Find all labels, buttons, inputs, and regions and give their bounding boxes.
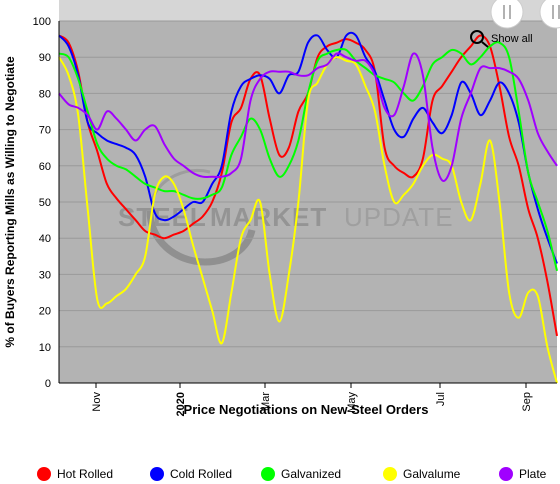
- magnifier-icon: [470, 30, 489, 48]
- show-all-label: Show all: [491, 33, 533, 45]
- y-tick-label-40: 40: [39, 233, 51, 245]
- x-tick-label-mar: Mar: [260, 392, 272, 411]
- watermark-text-update: UPDATE: [344, 202, 454, 232]
- legend-marker-galvanized: [261, 467, 275, 481]
- series-line-plate[interactable]: [58, 52, 558, 182]
- x-axis-label: Price Negotiations on New Steel Orders: [184, 402, 429, 417]
- y-tick-label-80: 80: [39, 88, 51, 100]
- y-axis-label: % of Buyers Reporting Mills as Willing t…: [3, 56, 17, 348]
- legend: Hot Rolled Cold Rolled Galvanized Galvalume…: [37, 467, 547, 481]
- x-tick-label-sep: Sep: [521, 392, 533, 412]
- watermark-text-steel: STEEL: [118, 202, 207, 232]
- y-tick-label-10: 10: [39, 342, 51, 354]
- legend-marker-hot-rolled: [37, 467, 51, 481]
- y-tick-label-0: 0: [45, 378, 51, 390]
- legend-label-galvanized: Galvanized: [281, 467, 341, 481]
- legend-item-hot-rolled[interactable]: Hot Rolled: [37, 467, 113, 481]
- legend-marker-plate: [499, 467, 513, 481]
- y-axis-ticks: 0 10 20 30 40 50 60 70 80 90 100: [33, 16, 51, 390]
- y-tick-label-50: 50: [39, 197, 51, 209]
- legend-item-cold-rolled[interactable]: Cold Rolled: [150, 467, 232, 481]
- y-tick-label-30: 30: [39, 269, 51, 281]
- series-lines: [58, 31, 558, 384]
- legend-item-galvalume[interactable]: Galvalume: [383, 467, 461, 481]
- zoom-pan-handle-left[interactable]: [490, 0, 524, 29]
- legend-marker-cold-rolled: [150, 467, 164, 481]
- legend-label-cold-rolled: Cold Rolled: [170, 467, 232, 481]
- legend-label-plate: Plate: [519, 467, 547, 481]
- y-tick-label-90: 90: [39, 52, 51, 64]
- legend-marker-galvalume: [383, 467, 397, 481]
- legend-label-galvalume: Galvalume: [403, 467, 461, 481]
- y-tick-label-100: 100: [33, 16, 51, 28]
- show-all-button[interactable]: Show all: [470, 30, 533, 48]
- zoom-pan-handle-right[interactable]: [539, 0, 560, 29]
- y-tick-label-20: 20: [39, 306, 51, 318]
- x-tick-label-nov: Nov: [91, 392, 103, 412]
- series-line-galvanized[interactable]: [58, 41, 558, 272]
- x-tick-label-2020: 2020: [175, 392, 187, 416]
- series-line-galvalume[interactable]: [58, 56, 558, 384]
- x-tick-label-jul: Jul: [435, 392, 447, 406]
- plot-top-strip: [59, 0, 557, 21]
- series-line-cold-rolled[interactable]: [58, 31, 558, 264]
- y-tick-label-60: 60: [39, 161, 51, 173]
- y-tick-label-70: 70: [39, 125, 51, 137]
- x-tick-label-may: May: [346, 392, 358, 413]
- x-axis-ticks: Nov 2020 Mar May Jul Sep: [91, 383, 533, 416]
- legend-item-galvanized[interactable]: Galvanized: [261, 467, 341, 481]
- legend-item-plate[interactable]: Plate: [499, 467, 547, 481]
- watermark-text-market: MARKET: [210, 202, 327, 232]
- legend-label-hot-rolled: Hot Rolled: [57, 467, 113, 481]
